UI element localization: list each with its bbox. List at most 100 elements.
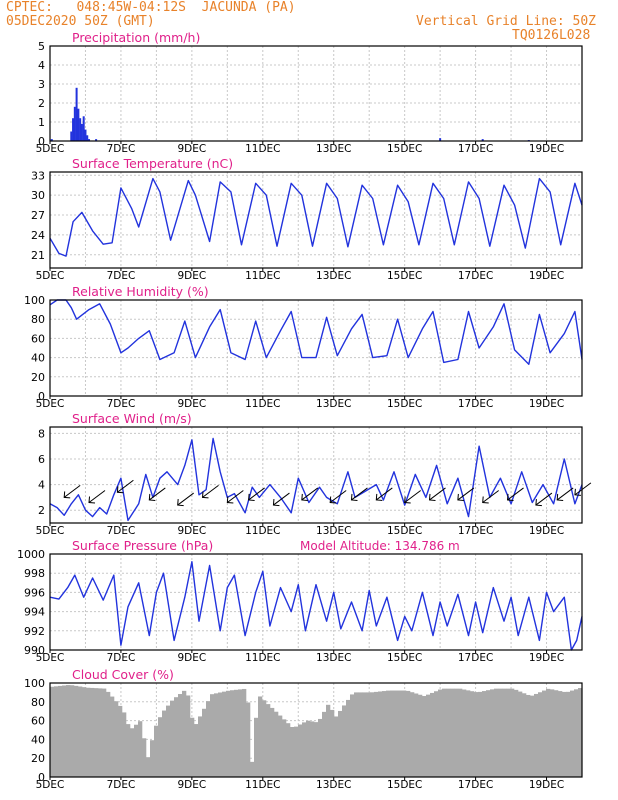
header-station-line: CPTEC: 048:45W-04:12S JACUNDA (PA) <box>6 0 296 15</box>
precipitation-xtick-label: 9DEC <box>177 143 206 155</box>
cloud-cover-bar <box>198 716 203 777</box>
cloud-cover-bar <box>462 689 467 777</box>
wind-xtick-label: 5DEC <box>36 525 65 537</box>
cloud-cover-bar <box>546 688 551 777</box>
cloud-cover-bar <box>342 705 347 777</box>
precipitation-ytick-label: 4 <box>38 59 45 72</box>
temperature-xtick-label: 17DEC <box>458 270 493 282</box>
cloud-cover-bar <box>66 685 71 777</box>
wind-arrow <box>574 482 592 496</box>
cloud-cover-bar <box>174 697 179 777</box>
wind-arrow <box>556 487 574 501</box>
temperature-ytick-label: 27 <box>31 209 45 222</box>
cloud-cover-bar <box>266 704 271 777</box>
wind-arrow-head <box>404 496 411 504</box>
cloud-cover-bar <box>566 691 571 777</box>
cloud-cover-xtick-label: 5DEC <box>36 779 65 791</box>
pressure-xtick-label: 17DEC <box>458 652 493 664</box>
wind-arrow-head <box>301 493 308 501</box>
cloud-cover-bar <box>530 695 535 777</box>
cloud-cover-ytick-label: 40 <box>31 733 45 746</box>
humidity-title: Relative Humidity (%) <box>72 284 209 299</box>
wind-title: Surface Wind (m/s) <box>72 411 192 426</box>
pressure-title: Surface Pressure (hPa) <box>72 538 213 553</box>
humidity-xtick-label: 5DEC <box>36 398 65 410</box>
cloud-cover-bar <box>186 695 191 777</box>
cloud-cover-bar <box>574 689 579 777</box>
cloud-cover-bar <box>178 694 183 777</box>
cloud-cover-bar <box>258 696 263 777</box>
precipitation-bar <box>481 139 484 141</box>
model-altitude-label: Model Altitude: 134.786 m <box>300 539 460 553</box>
pressure-frame <box>49 553 583 651</box>
cloud-cover-bar <box>478 691 483 777</box>
cloud-cover-bar <box>570 690 575 777</box>
cloud-cover-bar <box>422 696 427 777</box>
humidity-xtick-label: 9DEC <box>177 398 206 410</box>
humidity-ytick-label: 60 <box>31 332 45 345</box>
cloud-cover-bar <box>166 705 171 777</box>
temperature-xtick-label: 13DEC <box>316 270 351 282</box>
cloud-cover-bar <box>142 738 147 777</box>
wind-arrow <box>227 490 244 503</box>
cloud-cover-bar <box>346 699 351 777</box>
pressure-ytick-label: 996 <box>24 586 45 599</box>
precipitation-bar <box>72 118 75 141</box>
cloud-cover-bar <box>286 723 291 777</box>
precipitation-bar <box>88 139 91 141</box>
pressure-series-line <box>49 561 583 651</box>
cloud-cover-bar <box>250 761 255 777</box>
cloud-cover-bar <box>486 690 491 777</box>
cloud-cover-frame <box>49 682 583 778</box>
cloud-cover-bar <box>146 757 151 777</box>
cloud-cover-bar <box>294 726 299 777</box>
cloud-cover-bar <box>270 707 275 777</box>
wind-arrow-head <box>201 491 209 499</box>
cloud-cover-bar <box>118 705 123 777</box>
cloud-cover-bar <box>430 692 435 777</box>
precipitation-bar <box>50 139 53 141</box>
cloud-cover-bar <box>474 692 479 777</box>
pressure-xtick-label: 19DEC <box>529 652 564 664</box>
pressure-ytick-label: 992 <box>24 625 45 638</box>
cloud-cover-bar <box>390 690 395 777</box>
cloud-cover-bar <box>98 688 103 777</box>
pressure-xtick-label: 9DEC <box>177 652 206 664</box>
precipitation-xtick-label: 19DEC <box>529 143 564 155</box>
wind-arrow-head <box>248 493 255 501</box>
cloud-cover-bar <box>378 691 383 777</box>
humidity-series-line <box>49 299 583 365</box>
cloud-cover-bar <box>74 685 79 777</box>
cloud-cover-bar <box>150 740 155 777</box>
cloud-cover-ytick-label: 20 <box>31 752 45 765</box>
cloud-cover-bar <box>526 694 531 777</box>
temperature-ytick-label: 30 <box>31 189 45 202</box>
precipitation-bar <box>82 116 85 141</box>
humidity-ytick-label: 80 <box>31 313 45 326</box>
cloud-cover-bar <box>158 717 163 777</box>
cloud-cover-bar <box>414 693 419 777</box>
precipitation-bar <box>86 135 89 141</box>
cloud-cover-bar <box>70 685 75 777</box>
pressure-xtick-label: 11DEC <box>245 652 280 664</box>
temperature-ytick-label: 24 <box>31 229 45 242</box>
cloud-cover-bar <box>210 694 215 777</box>
cloud-cover-xtick-label: 7DEC <box>107 779 136 791</box>
wind-arrow <box>429 487 446 501</box>
wind-arrow <box>149 487 166 501</box>
humidity-xtick-label: 11DEC <box>245 398 280 410</box>
cloud-cover-bar <box>358 692 363 777</box>
cloud-cover-bar <box>290 727 295 777</box>
wind-arrow <box>63 484 81 498</box>
cloud-cover-bar <box>510 688 515 777</box>
header-date-line: 05DEC2020 50Z (GMT) <box>6 14 155 29</box>
cloud-cover-bar <box>314 722 319 777</box>
cloud-cover-bar <box>562 691 567 777</box>
cloud-cover-bar <box>522 693 527 777</box>
cloud-cover-bar <box>278 715 283 777</box>
cloud-cover-bar <box>282 719 287 777</box>
humidity-frame <box>49 299 583 397</box>
cloud-cover-bar <box>226 690 231 777</box>
cloud-cover-bar <box>318 718 323 777</box>
cloud-cover-bar <box>214 693 219 777</box>
